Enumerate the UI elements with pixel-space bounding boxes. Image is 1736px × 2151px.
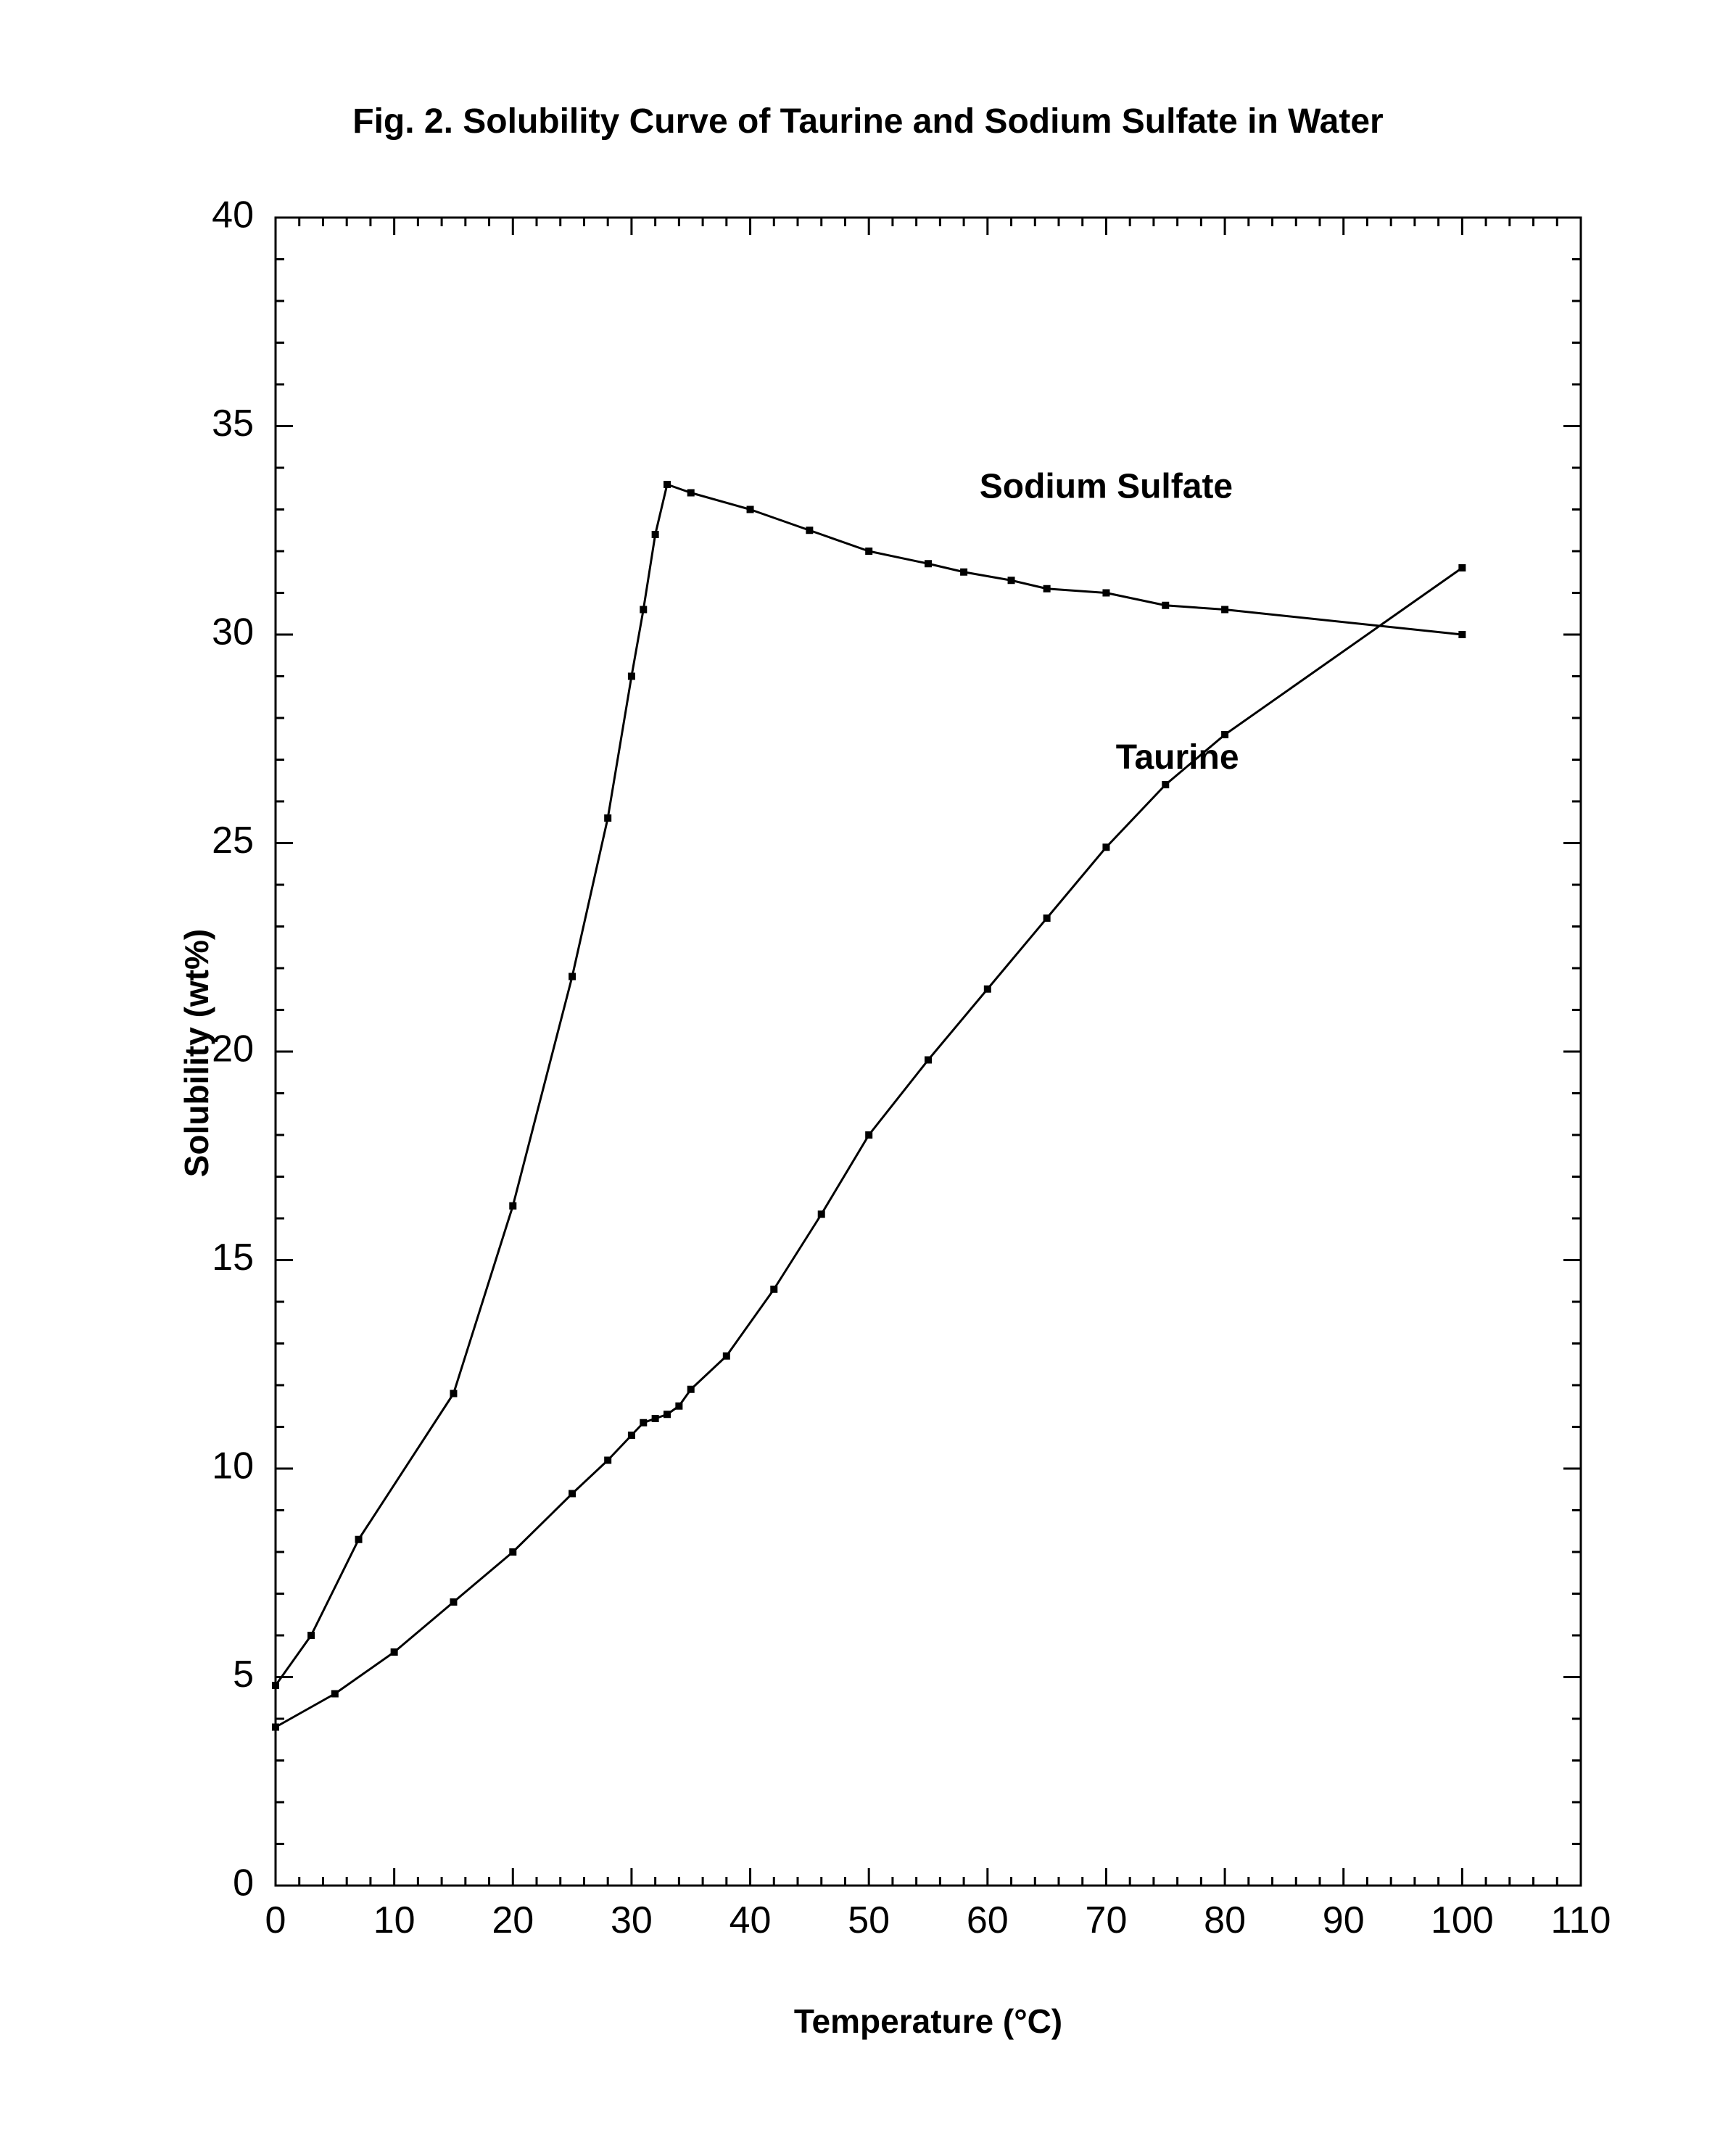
data-marker: [307, 1632, 315, 1639]
x-tick-label: 90: [1323, 1899, 1365, 1941]
y-axis-label: Solubility (wt%): [177, 929, 216, 1177]
data-marker: [1458, 631, 1466, 638]
data-marker: [687, 1386, 695, 1393]
x-tick-label: 80: [1204, 1899, 1246, 1941]
y-tick-label: 40: [212, 194, 254, 236]
data-marker: [865, 548, 872, 555]
y-tick-label: 25: [212, 819, 254, 862]
plot-area: 0102030405060708090100110051015202530354…: [276, 218, 1581, 1886]
data-marker: [604, 1457, 611, 1464]
data-marker: [1221, 606, 1228, 614]
data-marker: [640, 1419, 647, 1427]
plot-svg: 0102030405060708090100110051015202530354…: [276, 218, 1581, 1886]
data-marker: [509, 1202, 516, 1210]
y-tick-label: 20: [212, 1028, 254, 1070]
series-sodium-sulfate: Sodium Sulfate: [272, 467, 1466, 1689]
data-marker: [806, 527, 813, 534]
data-marker: [272, 1682, 279, 1689]
x-tick-label: 0: [265, 1899, 286, 1941]
data-marker: [747, 506, 754, 513]
data-marker: [925, 560, 932, 567]
y-tick-label: 5: [233, 1653, 254, 1696]
data-marker: [1102, 590, 1109, 597]
data-marker: [675, 1403, 682, 1410]
x-tick-label: 60: [967, 1899, 1009, 1941]
data-marker: [391, 1648, 398, 1656]
data-marker: [509, 1548, 516, 1556]
data-marker: [355, 1536, 363, 1543]
data-marker: [664, 1411, 671, 1418]
series-line: [276, 568, 1462, 1727]
x-axis-label: Temperature (°C): [276, 2002, 1581, 2041]
data-marker: [770, 1286, 777, 1293]
data-marker: [450, 1598, 457, 1606]
data-marker: [628, 673, 635, 680]
data-marker: [652, 1415, 659, 1422]
data-marker: [569, 973, 576, 980]
data-marker: [687, 490, 695, 497]
series-taurine: Taurine: [272, 564, 1466, 1731]
x-tick-label: 10: [373, 1899, 416, 1941]
data-marker: [818, 1210, 825, 1218]
y-tick-label: 10: [212, 1445, 254, 1487]
data-marker: [1008, 577, 1015, 584]
series-label: Taurine: [1116, 738, 1239, 777]
data-marker: [960, 569, 967, 576]
y-tick-label: 30: [212, 611, 254, 653]
data-marker: [925, 1057, 932, 1064]
x-tick-label: 110: [1551, 1899, 1611, 1941]
data-marker: [984, 986, 991, 993]
y-ticks: 0 5 10 15 20 25 30 35 40: [212, 194, 1581, 1904]
data-marker: [1162, 602, 1169, 609]
data-marker: [865, 1131, 872, 1139]
data-marker: [604, 814, 611, 822]
data-marker: [628, 1432, 635, 1439]
figure-page: Fig. 2. Solubility Curve of Taurine and …: [0, 0, 1736, 2151]
axis-frame: [276, 218, 1581, 1886]
x-tick-label: 100: [1431, 1899, 1494, 1941]
x-tick-label: 70: [1086, 1899, 1128, 1941]
data-marker: [652, 531, 659, 538]
x-tick-label: 50: [848, 1899, 890, 1941]
y-tick-label: 0: [233, 1862, 254, 1904]
data-marker: [723, 1353, 730, 1360]
y-tick-label: 35: [212, 402, 254, 445]
x-tick-label: 40: [729, 1899, 772, 1941]
figure-title: Fig. 2. Solubility Curve of Taurine and …: [0, 102, 1736, 141]
x-tick-label: 30: [611, 1899, 653, 1941]
data-marker: [272, 1724, 279, 1731]
x-tick-label: 20: [492, 1899, 534, 1941]
series-line: [276, 484, 1462, 1685]
x-ticks: 0 10 20 30 40 50 60 70 80 90 100 110: [265, 218, 1611, 1941]
data-marker: [1102, 843, 1109, 851]
y-tick-label: 15: [212, 1236, 254, 1279]
data-marker: [664, 481, 671, 488]
data-marker: [1043, 915, 1051, 922]
data-marker: [569, 1490, 576, 1498]
data-marker: [1043, 585, 1051, 593]
data-marker: [640, 606, 647, 614]
series-label: Sodium Sulfate: [980, 467, 1233, 505]
data-marker: [1458, 564, 1466, 571]
data-marker: [331, 1690, 339, 1698]
data-marker: [1162, 781, 1169, 788]
data-marker: [450, 1390, 457, 1397]
data-marker: [1221, 731, 1228, 738]
